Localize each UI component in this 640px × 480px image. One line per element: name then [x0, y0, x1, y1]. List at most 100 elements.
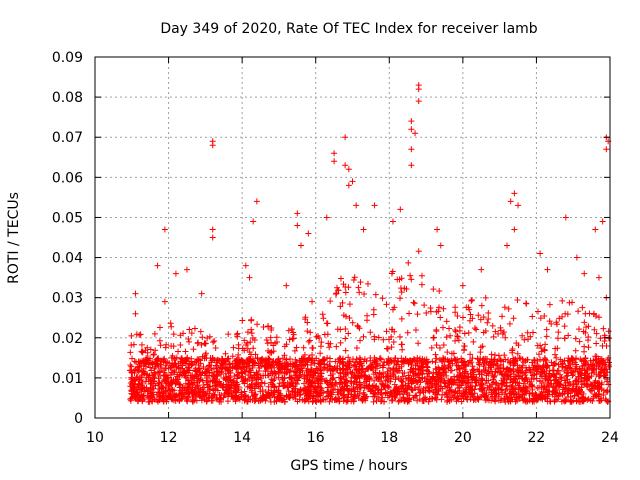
data-point [515, 389, 522, 396]
data-point [537, 250, 544, 257]
data-point [348, 370, 355, 377]
data-point [478, 385, 485, 392]
data-point [188, 361, 195, 368]
data-point [197, 360, 204, 367]
data-point [328, 383, 335, 390]
data-point [548, 359, 555, 366]
data-point [170, 343, 177, 350]
data-point [284, 362, 291, 369]
x-tick-label: 18 [380, 430, 398, 446]
data-point [593, 340, 600, 347]
data-point [529, 389, 536, 396]
data-point [147, 393, 154, 400]
data-point [511, 190, 518, 197]
data-point [185, 369, 192, 376]
data-point [378, 386, 385, 393]
data-point [250, 345, 257, 352]
data-point [460, 347, 467, 354]
data-point [197, 386, 204, 393]
data-point [578, 378, 585, 385]
data-point [300, 344, 307, 351]
data-point [570, 380, 577, 387]
data-point [417, 369, 424, 376]
data-point [421, 302, 428, 309]
data-point [320, 389, 327, 396]
data-point [198, 290, 205, 297]
data-point [589, 398, 596, 405]
data-point [435, 382, 442, 389]
data-point [452, 337, 459, 344]
data-point [291, 347, 298, 354]
data-point [370, 398, 377, 405]
data-point [409, 358, 416, 365]
data-point [553, 354, 560, 361]
data-point [336, 398, 343, 405]
data-point [178, 396, 185, 403]
data-point [165, 394, 172, 401]
data-point [535, 351, 542, 358]
data-point [526, 366, 533, 373]
data-point [407, 272, 414, 279]
data-point [342, 326, 349, 333]
data-point [248, 317, 255, 324]
data-point [235, 345, 242, 352]
axis-ticks: 10 12 14 16 18 20 22 24 0 0.01 0.02 0.03 0.04 0.05 0.0… [52, 50, 619, 446]
data-point [222, 365, 229, 372]
data-point [209, 234, 216, 241]
data-point [415, 340, 422, 347]
data-point [520, 380, 527, 387]
data-point [313, 355, 320, 362]
data-point [224, 366, 231, 373]
data-point [538, 369, 545, 376]
data-point [346, 364, 353, 371]
data-point [346, 358, 353, 365]
data-point [477, 349, 484, 356]
data-point [427, 305, 434, 312]
data-point [404, 329, 411, 336]
data-point [398, 383, 405, 390]
data-point [452, 358, 459, 365]
data-point [440, 305, 447, 312]
data-point [289, 375, 296, 382]
data-point [391, 390, 398, 397]
data-point [470, 373, 477, 380]
data-point [408, 162, 415, 169]
data-point [367, 388, 374, 395]
data-point [585, 382, 592, 389]
data-point [426, 370, 433, 377]
data-point [390, 338, 397, 345]
data-point [467, 311, 474, 318]
data-point [162, 388, 169, 395]
data-point [410, 299, 417, 306]
data-point [424, 363, 431, 370]
data-point [195, 339, 202, 346]
data-point [400, 382, 407, 389]
data-point [526, 396, 533, 403]
data-point [503, 382, 510, 389]
data-point [456, 372, 463, 379]
data-point [194, 377, 201, 384]
data-point [309, 351, 316, 358]
data-point [297, 367, 304, 374]
data-point [576, 370, 583, 377]
data-point [133, 359, 140, 366]
data-point [475, 312, 482, 319]
data-point [127, 362, 134, 369]
data-point [339, 384, 346, 391]
data-point [479, 386, 486, 393]
data-point [357, 337, 364, 344]
data-point [497, 327, 504, 334]
data-point [304, 328, 311, 335]
data-point [216, 398, 223, 405]
data-point [156, 337, 163, 344]
data-point [320, 315, 327, 322]
data-point [586, 310, 593, 317]
data-point [135, 358, 142, 365]
data-point [332, 358, 339, 365]
data-point [374, 373, 381, 380]
data-point [497, 361, 504, 368]
data-point [515, 372, 522, 379]
data-point [179, 365, 186, 372]
data-point [585, 344, 592, 351]
data-point [128, 342, 135, 349]
